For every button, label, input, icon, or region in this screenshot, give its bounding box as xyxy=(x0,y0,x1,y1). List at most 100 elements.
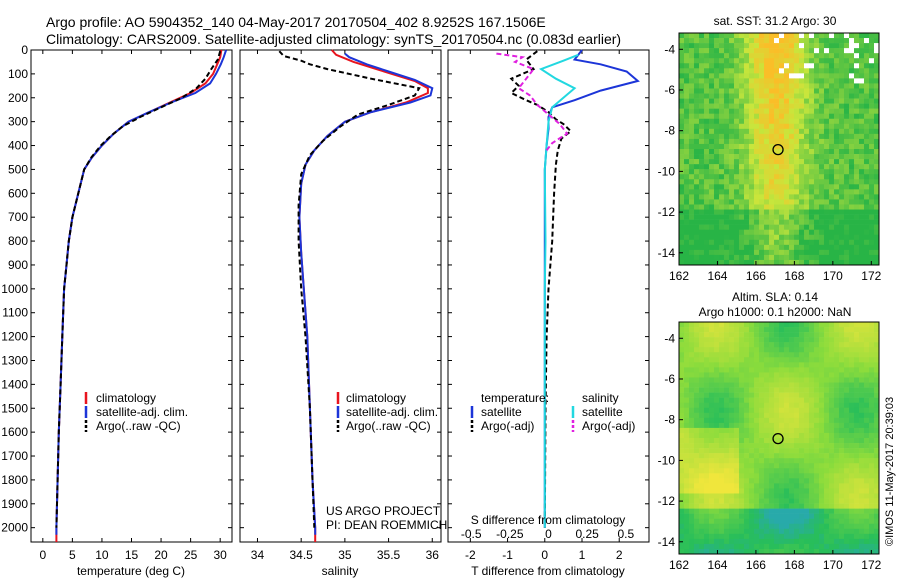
map-y-tick-label: -14 xyxy=(658,246,676,260)
heatmap-cell xyxy=(789,478,795,484)
heatmap-cell xyxy=(829,427,835,434)
heatmap-cell xyxy=(829,498,835,504)
heatmap-cell xyxy=(754,244,760,251)
heatmap-cell xyxy=(714,387,720,393)
credit-pi: PI: DEAN ROEMMICH xyxy=(326,518,447,532)
heatmap-cell xyxy=(809,78,815,84)
heatmap-cell xyxy=(804,149,810,155)
heatmap-cell xyxy=(779,488,785,494)
heatmap-cell xyxy=(819,184,825,190)
heatmap-cell xyxy=(804,214,810,220)
heatmap-cell xyxy=(864,458,870,464)
heatmap-cell xyxy=(704,169,710,175)
heatmap-cell xyxy=(764,58,770,64)
heatmap-cell xyxy=(829,219,835,225)
heatmap-cell xyxy=(794,133,800,140)
heatmap-cell xyxy=(784,367,790,373)
salinity-ticks: 34 34.5 35 35.5 36 xyxy=(240,49,441,562)
heatmap-cell xyxy=(774,83,780,89)
heatmap-cell xyxy=(799,88,805,94)
heatmap-cell xyxy=(684,503,690,509)
heatmap-cell xyxy=(809,118,815,125)
heatmap-cell xyxy=(784,382,790,388)
heatmap-cell xyxy=(809,123,815,130)
heatmap-cell xyxy=(774,478,780,484)
heatmap-cell xyxy=(734,38,740,44)
heatmap-cell xyxy=(749,78,755,84)
heatmap-cell xyxy=(859,377,865,383)
heatmap-cell xyxy=(859,513,865,519)
heatmap-cell xyxy=(839,219,845,225)
heatmap-cell xyxy=(869,538,875,545)
heatmap-cell xyxy=(759,402,765,409)
heatmap-cell xyxy=(704,164,710,170)
heatmap-cell xyxy=(859,443,865,449)
heatmap-cell xyxy=(714,523,720,530)
heatmap-cell xyxy=(769,128,775,135)
heatmap-cell xyxy=(794,453,800,459)
heatmap-cell xyxy=(774,48,780,54)
heatmap-cell xyxy=(714,493,720,499)
heatmap-cell xyxy=(789,154,795,160)
heatmap-cell xyxy=(764,493,770,499)
heatmap-cell xyxy=(819,254,825,261)
y-tick-label: 1200 xyxy=(1,330,28,344)
heatmap-cell xyxy=(814,58,820,64)
heatmap-cell xyxy=(729,214,735,220)
heatmap-cell xyxy=(779,234,785,241)
heatmap-cell xyxy=(839,169,845,175)
heatmap-cell xyxy=(804,229,810,236)
heatmap-cell xyxy=(869,362,875,368)
heatmap-cell xyxy=(759,518,765,525)
heatmap-cell xyxy=(779,352,785,358)
heatmap-cell xyxy=(694,448,700,454)
heatmap-cell xyxy=(774,453,780,459)
heatmap-cell xyxy=(769,108,775,114)
heatmap-cell xyxy=(764,347,770,353)
heatmap-cell xyxy=(834,337,840,343)
heatmap-cell xyxy=(709,143,715,150)
heatmap-cell xyxy=(814,244,820,251)
heatmap-cell xyxy=(799,199,805,205)
heatmap-cell xyxy=(714,143,720,150)
heatmap-cell xyxy=(749,468,755,474)
heatmap-cell xyxy=(844,118,850,125)
heatmap-cell xyxy=(854,73,860,79)
heatmap-cell xyxy=(779,523,785,530)
heatmap-cell xyxy=(739,427,745,434)
heatmap-cell xyxy=(729,543,735,550)
heatmap-cell xyxy=(689,513,695,519)
heatmap-cell xyxy=(804,347,810,353)
heatmap-cell xyxy=(804,154,810,160)
heatmap-cell xyxy=(804,133,810,140)
heatmap-cell xyxy=(684,417,690,424)
heatmap-cell xyxy=(769,93,775,99)
heatmap-cell xyxy=(794,473,800,479)
heatmap-cell xyxy=(694,508,700,514)
heatmap-cell xyxy=(874,367,880,373)
heatmap-cell xyxy=(774,357,780,363)
heatmap-cell xyxy=(829,224,835,230)
heatmap-cell xyxy=(704,498,710,504)
heatmap-cell xyxy=(744,118,750,125)
heatmap-cell xyxy=(829,78,835,84)
heatmap-cell xyxy=(679,259,685,266)
argo-position-marker xyxy=(772,432,784,445)
heatmap-cell xyxy=(739,128,745,135)
heatmap-cell xyxy=(779,83,785,89)
heatmap-cell xyxy=(789,224,795,230)
heatmap-cell xyxy=(789,453,795,459)
temperature-legend: climatology satellite-adj. clim. Argo(..… xyxy=(84,391,188,433)
heatmap-cell xyxy=(849,392,855,398)
heatmap-cell xyxy=(699,43,705,49)
heatmap-cell xyxy=(704,548,710,555)
heatmap-cell xyxy=(709,412,715,419)
heatmap-cell xyxy=(869,518,875,525)
heatmap-cell xyxy=(789,33,795,39)
heatmap-cell xyxy=(839,209,845,215)
heatmap-cell xyxy=(804,43,810,49)
heatmap-cell xyxy=(774,407,780,414)
heatmap-cell xyxy=(814,483,820,489)
map-x-tick-label: 168 xyxy=(784,558,804,572)
heatmap-cell xyxy=(839,138,845,145)
